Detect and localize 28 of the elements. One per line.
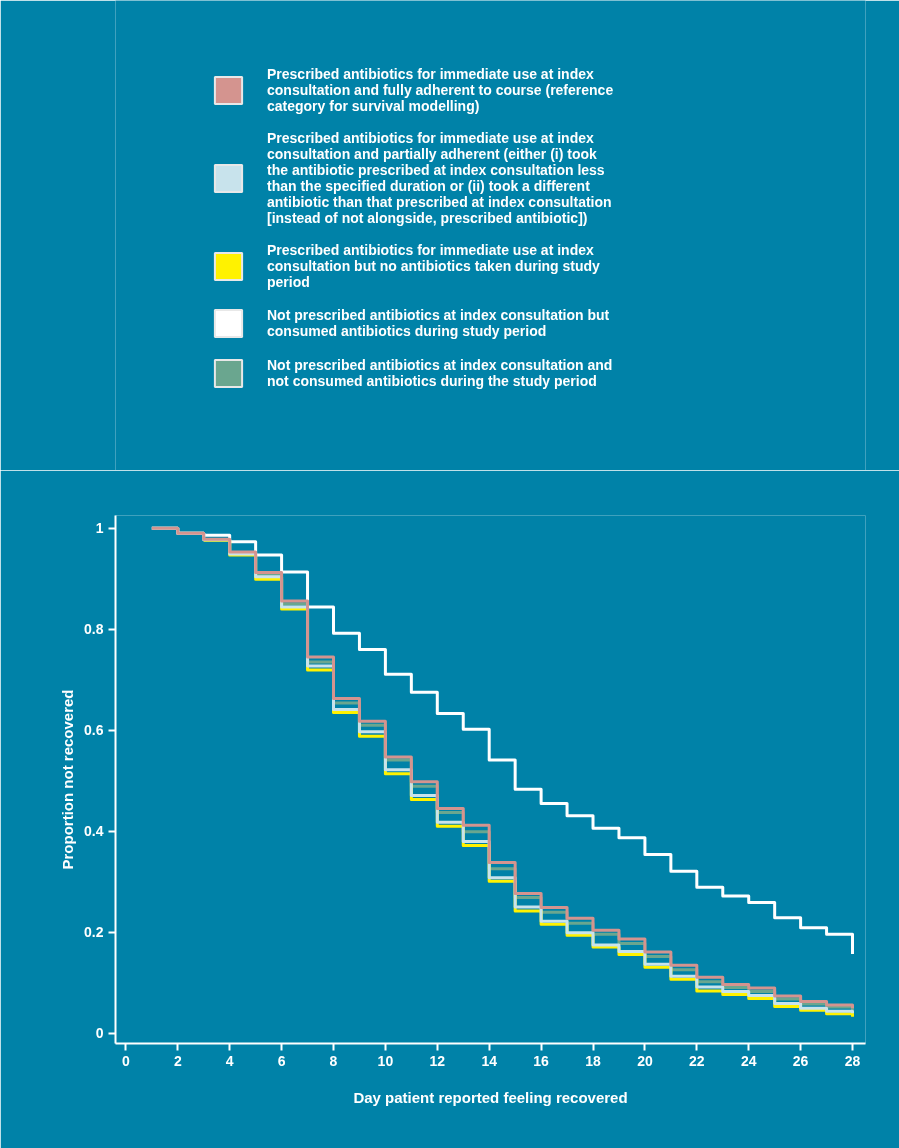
y-axis-title: Proportion not recovered (59, 689, 77, 870)
legend-label: Prescribed antibiotics for immediate use at index consultation and fully adherent to course (reference category for survival modelling) (267, 66, 614, 114)
legend-label: Not prescribed antibiotics at index consultation and not consumed antibiotics during the study period (267, 357, 613, 389)
y-tick-label: 0.8 (84, 621, 104, 638)
x-tick-label: 16 (533, 1052, 550, 1069)
x-axis-title: Day patient reported feeling recovered (353, 1088, 628, 1106)
x-tick-label: 8 (329, 1052, 338, 1069)
y-tick-label: 0 (95, 1025, 104, 1042)
y-tick-label: 0.2 (84, 924, 104, 941)
x-tick-label: 26 (792, 1052, 809, 1069)
x-tick-label: 20 (637, 1052, 653, 1069)
y-tick-label: 0.4 (84, 823, 104, 840)
x-tick-label: 6 (277, 1052, 286, 1069)
x-tick-label: 28 (844, 1052, 861, 1069)
x-tick-label: 2 (173, 1052, 182, 1069)
x-tick-label: 0 (121, 1052, 130, 1069)
x-tick-label: 12 (429, 1052, 446, 1069)
y-tick-label: 0.6 (84, 722, 104, 739)
legend-label: Prescribed antibiotics for immediate use at index consultation but no antibiotics taken during study period (267, 242, 600, 290)
x-tick-label: 18 (585, 1052, 602, 1069)
x-tick-label: 14 (481, 1052, 498, 1069)
x-tick-label: 24 (740, 1052, 757, 1069)
legend-label: Not prescribed antibiotics at index consultation but consumed antibiotics during study period (267, 307, 610, 339)
x-tick-label: 10 (377, 1052, 394, 1069)
x-tick-label: 22 (689, 1052, 705, 1069)
legend-label: Prescribed antibiotics for immediate use at index consultation and partially adherent (either (i) took the antibiotic prescribed at index consultation less than the specified duration or (ii) took a different antibiotic than that prescribed at index consultation [instead of not alongside, prescribed antibiotic]) (267, 130, 612, 226)
x-tick-label: 4 (225, 1052, 234, 1069)
y-tick-label: 1 (95, 520, 104, 537)
